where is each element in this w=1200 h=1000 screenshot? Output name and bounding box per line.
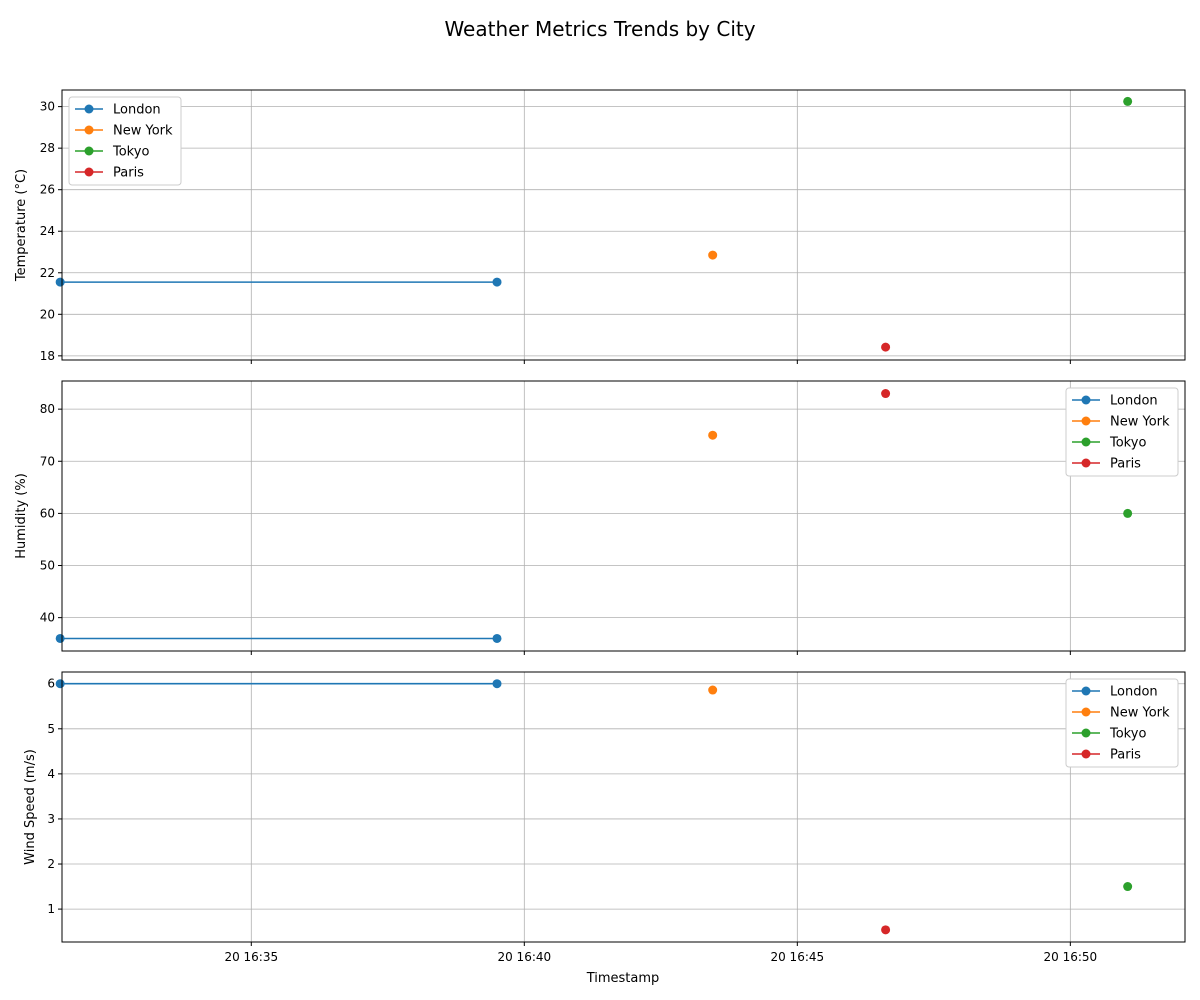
legend: London New York Tokyo Paris: [68, 96, 182, 186]
y-tick-label-24: 24: [40, 224, 55, 238]
data-point-paris-1: [881, 342, 891, 352]
legend-box: [68, 96, 182, 186]
legend: London New York Tokyo Paris: [1065, 678, 1179, 768]
y-tick-label-80: 80: [40, 402, 55, 416]
legend-label-new-york: New York: [113, 124, 173, 139]
y-tick-label-30: 30: [40, 100, 55, 114]
y-tick-label-4: 4: [47, 767, 55, 781]
legend-label-tokyo: Tokyo: [1109, 727, 1146, 742]
legend-label-new-york: New York: [1110, 415, 1170, 430]
panel-3: 1 2 3 4 5 6 20 16:35 20 16:40 20 16:45 20 16:50 Wi…: [23, 671, 1186, 964]
y-tick-label-2: 2: [47, 857, 55, 871]
series-paris: [881, 342, 891, 352]
series-paris: [881, 925, 891, 935]
legend-label-london: London: [113, 103, 161, 118]
axes-frame: [61, 380, 1186, 652]
series-new-york: [708, 430, 718, 440]
series-paris: [881, 389, 891, 399]
data-point-tokyo-1: [1123, 882, 1133, 892]
x-tick-label-3: 20 16:45: [770, 950, 824, 964]
panel-1: 18 20 22 24 26 28 30 Temperature (°C) London New …: [14, 89, 1186, 364]
chart-title: Weather Metrics Trends by City: [444, 17, 755, 41]
axes-frame: [61, 671, 1186, 943]
legend: London New York Tokyo Paris: [1065, 387, 1179, 477]
y-tick-label-26: 26: [40, 183, 55, 197]
y-tick-label-18: 18: [40, 349, 55, 363]
y-tick-label-1: 1: [47, 902, 55, 916]
data-point-london-1: [55, 277, 65, 287]
legend-marker-london: [1081, 395, 1091, 405]
legend-marker-london: [1081, 686, 1091, 696]
data-point-tokyo-1: [1123, 508, 1133, 518]
data-point-new-york-1: [708, 430, 718, 440]
legend-marker-new-york: [84, 125, 94, 135]
data-point-london-2: [492, 277, 502, 287]
series-london: [55, 679, 502, 689]
y-tick-label-28: 28: [40, 141, 55, 155]
x-axis-label: Timestamp: [586, 971, 660, 986]
data-point-london-1: [55, 679, 65, 689]
series-new-york: [708, 250, 718, 260]
legend-label-new-york: New York: [1110, 706, 1170, 721]
legend-marker-paris: [1081, 749, 1091, 759]
legend-label-paris: Paris: [113, 166, 144, 181]
legend-label-london: London: [1110, 685, 1158, 700]
y-tick-label-60: 60: [40, 506, 55, 520]
legend-label-london: London: [1110, 394, 1158, 409]
data-point-new-york-1: [708, 250, 718, 260]
y-tick-label-5: 5: [47, 722, 55, 736]
series-tokyo: [1123, 96, 1133, 106]
legend-marker-new-york: [1081, 416, 1091, 426]
y-axis-label-2: Humidity (%): [14, 473, 29, 559]
legend-marker-paris: [84, 167, 94, 177]
legend-label-paris: Paris: [1110, 748, 1141, 763]
x-tick-label-4: 20 16:50: [1043, 950, 1097, 964]
y-axis-label-3: Wind Speed (m/s): [23, 749, 38, 865]
legend-marker-tokyo: [84, 146, 94, 156]
data-point-paris-1: [881, 925, 891, 935]
legend-marker-london: [84, 104, 94, 114]
series-london: [55, 277, 502, 287]
y-axis-label-1: Temperature (°C): [14, 169, 29, 282]
legend-marker-tokyo: [1081, 728, 1091, 738]
data-point-london-2: [492, 633, 502, 643]
series-tokyo: [1123, 882, 1133, 892]
panel-2: 40 50 60 70 80 Humidity (%) London New York Toky…: [14, 380, 1186, 655]
legend-box: [1065, 678, 1179, 768]
y-tick-label-50: 50: [40, 559, 55, 573]
data-point-paris-1: [881, 389, 891, 399]
y-tick-label-20: 20: [40, 307, 55, 321]
axes-frame: [61, 89, 1186, 361]
y-tick-label-3: 3: [47, 812, 55, 826]
x-tick-label-2: 20 16:40: [497, 950, 551, 964]
y-tick-label-22: 22: [40, 266, 55, 280]
data-point-london-2: [492, 679, 502, 689]
legend-marker-new-york: [1081, 707, 1091, 717]
legend-label-paris: Paris: [1110, 457, 1141, 472]
data-point-new-york-1: [708, 685, 718, 695]
series-new-york: [708, 685, 718, 695]
series-london: [55, 633, 502, 643]
legend-box: [1065, 387, 1179, 477]
y-tick-label-6: 6: [47, 677, 55, 691]
legend-label-tokyo: Tokyo: [112, 145, 149, 160]
x-tick-label-1: 20 16:35: [224, 950, 278, 964]
series-tokyo: [1123, 508, 1133, 518]
y-tick-label-70: 70: [40, 454, 55, 468]
legend-marker-paris: [1081, 458, 1091, 468]
data-point-tokyo-1: [1123, 96, 1133, 106]
data-point-london-1: [55, 633, 65, 643]
legend-label-tokyo: Tokyo: [1109, 436, 1146, 451]
legend-marker-tokyo: [1081, 437, 1091, 447]
y-tick-label-40: 40: [40, 611, 55, 625]
